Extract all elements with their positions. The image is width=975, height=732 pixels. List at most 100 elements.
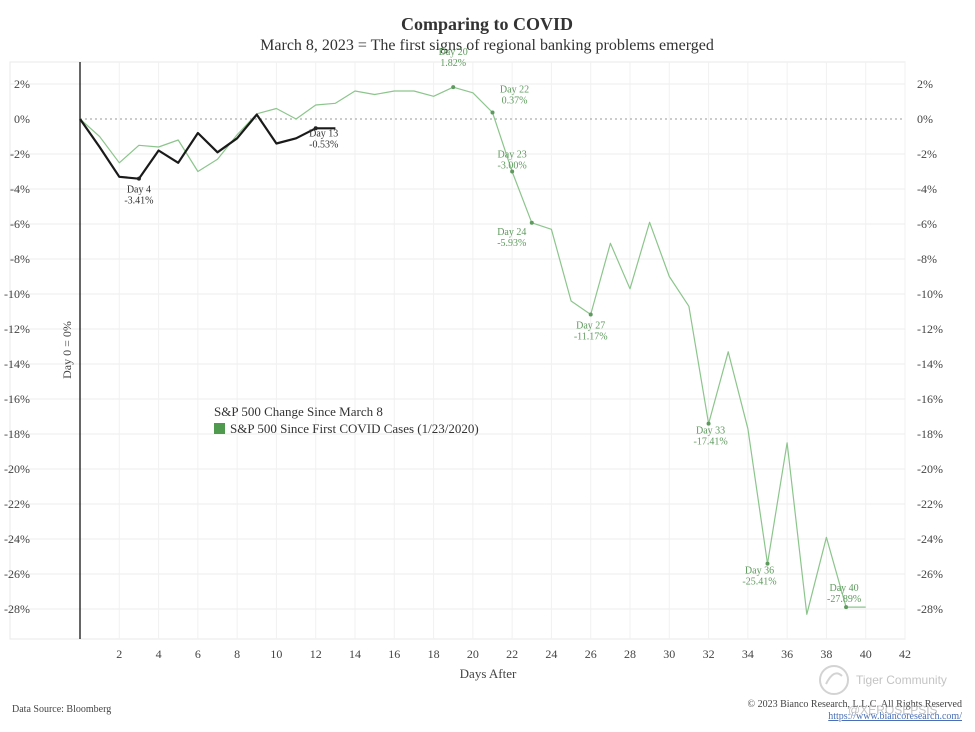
annotation-value: 0.37% xyxy=(502,96,528,107)
annotation-label: Day 40 xyxy=(829,583,858,594)
y-tick-label-left: -6% xyxy=(10,217,30,231)
x-tick-label: 8 xyxy=(234,647,240,661)
x-tick-label: 38 xyxy=(820,647,832,661)
chart-title: Comparing to COVID xyxy=(401,14,573,34)
annotation-label: Day 22 xyxy=(500,85,529,96)
series-layer xyxy=(79,86,866,615)
legend: S&P 500 Change Since March 8 S&P 500 Sin… xyxy=(214,404,479,436)
y-tick-label-right: 0% xyxy=(917,112,933,126)
watermark: Tiger Community @XEROSEPSIS xyxy=(819,665,947,717)
y-tick-label-right: -16% xyxy=(917,392,943,406)
annotation-dot xyxy=(706,421,711,426)
y-tick-label-right: -8% xyxy=(917,252,937,266)
gridlines xyxy=(10,62,906,639)
annotation-dot xyxy=(313,126,318,131)
y-tick-label-right: -6% xyxy=(917,217,937,231)
annotation-value: -25.41% xyxy=(742,577,776,588)
x-axis: 2 4 6 8 10 12 14 16 18 20 22 24 26 28 30 32 34 36 38 40 42 xyxy=(116,647,911,661)
annotation-label: Day 24 xyxy=(497,227,526,238)
x-tick-label: 30 xyxy=(663,647,675,661)
y-tick-label-left: -28% xyxy=(4,602,30,616)
annotation-dot xyxy=(529,220,534,225)
plot-area xyxy=(9,61,906,640)
day-zero-label: Day 0 = 0% xyxy=(60,321,74,379)
x-tick-label: 32 xyxy=(703,647,715,661)
x-tick-label: 2 xyxy=(116,647,122,661)
y-tick-label-left: -22% xyxy=(4,497,30,511)
annotation-dot xyxy=(765,561,770,566)
annotation-label: Day 36 xyxy=(745,566,774,577)
y-tick-label-left: -4% xyxy=(10,182,30,196)
annotation-value: -0.53% xyxy=(309,139,338,150)
y-tick-label-left: -24% xyxy=(4,532,30,546)
x-axis-title: Days After xyxy=(460,666,517,681)
y-tick-label-left: -14% xyxy=(4,357,30,371)
y-tick-label-right: -12% xyxy=(917,322,943,336)
x-tick-label: 24 xyxy=(545,647,557,661)
tiger-logo-mark xyxy=(825,672,843,685)
annotation-value: -27.89% xyxy=(827,594,861,605)
y-tick-label-left: -2% xyxy=(10,147,30,161)
chart-subtitle: March 8, 2023 = The first signs of regio… xyxy=(260,37,714,54)
annotation-dot xyxy=(451,85,456,90)
data-source: Data Source: Bloomberg xyxy=(12,704,111,715)
y-tick-label-right: -4% xyxy=(917,182,937,196)
y-tick-label-left: 2% xyxy=(14,77,30,91)
y-tick-label-left: -8% xyxy=(10,252,30,266)
x-tick-label: 14 xyxy=(349,647,361,661)
y-tick-label-left: -10% xyxy=(4,287,30,301)
copyright: © 2023 Bianco Research, L.L.C. All Right… xyxy=(747,699,962,710)
x-tick-label: 4 xyxy=(156,647,162,661)
y-tick-label-right: -18% xyxy=(917,427,943,441)
y-tick-label-left: -12% xyxy=(4,322,30,336)
annotation-dot xyxy=(490,110,495,115)
x-tick-label: 12 xyxy=(310,647,322,661)
y-tick-label-left: 0% xyxy=(14,112,30,126)
annotation-value: -17.41% xyxy=(693,437,727,448)
x-tick-label: 20 xyxy=(467,647,479,661)
annotation-label: Day 27 xyxy=(576,320,605,331)
y-tick-label-right: -22% xyxy=(917,497,943,511)
y-tick-label-left: -16% xyxy=(4,392,30,406)
annotation-dot xyxy=(844,605,849,610)
annotations-layer: Day 201.82% Day 220.37% Day 23-3.00% Day 24… xyxy=(124,47,861,610)
x-tick-label: 36 xyxy=(781,647,793,661)
y-tick-label-right: -20% xyxy=(917,462,943,476)
watermark-handle: @XEROSEPSIS xyxy=(848,703,938,717)
legend-entry-green: S&P 500 Since First COVID Cases (1/23/20… xyxy=(230,421,479,436)
x-tick-label: 28 xyxy=(624,647,636,661)
x-tick-label: 26 xyxy=(585,647,597,661)
x-tick-label: 40 xyxy=(860,647,872,661)
y-axis-left: 2% 0% -2% -4% -6% -8% -10% -12% -14% -16% -18% -20%… xyxy=(4,77,30,616)
series-line-march-2023 xyxy=(79,113,336,180)
y-tick-label-left: -20% xyxy=(4,462,30,476)
annotation-dot xyxy=(510,169,515,174)
annotation-label: Day 13 xyxy=(309,128,338,139)
y-tick-label-right: -26% xyxy=(917,567,943,581)
series-line-covid-2020 xyxy=(79,86,866,615)
x-tick-label: 34 xyxy=(742,647,754,661)
annotation-value: -3.00% xyxy=(498,161,527,172)
x-tick-label: 6 xyxy=(195,647,201,661)
y-tick-label-right: 2% xyxy=(917,77,933,91)
x-tick-label: 22 xyxy=(506,647,518,661)
annotation-dot xyxy=(136,176,141,181)
annotation-label: Day 4 xyxy=(127,185,151,196)
y-tick-label-right: -24% xyxy=(917,532,943,546)
annotation-value: -5.93% xyxy=(497,238,526,249)
annotation-value: -11.17% xyxy=(574,331,608,342)
annotation-label: Day 23 xyxy=(498,150,527,161)
y-tick-label-right: -10% xyxy=(917,287,943,301)
annotation-dot xyxy=(588,312,593,317)
y-axis-right: 2% 0% -2% -4% -6% -8% -10% -12% -14% -16% -18% -20%… xyxy=(917,77,943,616)
legend-swatch-green xyxy=(214,423,225,434)
x-tick-label: 10 xyxy=(270,647,282,661)
annotation-label: Day 20 xyxy=(439,47,468,58)
copyright-link[interactable]: https://www.biancoresearch.com/ xyxy=(828,711,962,722)
y-tick-label-right: -14% xyxy=(917,357,943,371)
annotation-label: Day 33 xyxy=(696,426,725,437)
x-tick-label: 16 xyxy=(388,647,400,661)
watermark-text: Tiger Community xyxy=(856,673,947,687)
legend-entry-black: S&P 500 Change Since March 8 xyxy=(214,404,383,419)
